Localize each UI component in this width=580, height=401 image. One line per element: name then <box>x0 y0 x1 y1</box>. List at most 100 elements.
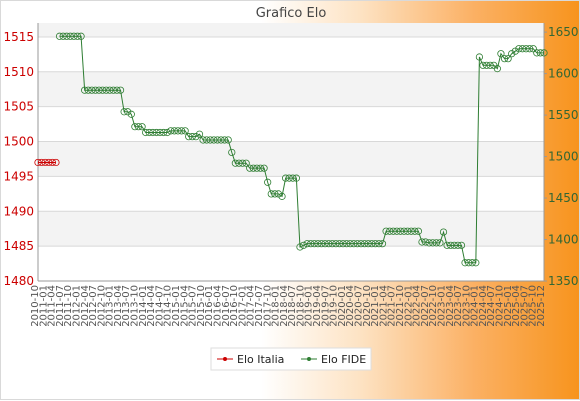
data-point[interactable] <box>515 45 523 53</box>
data-point[interactable] <box>95 86 103 94</box>
data-point[interactable] <box>475 53 484 61</box>
data-point[interactable] <box>48 158 56 167</box>
data-point[interactable] <box>407 227 415 235</box>
data-point[interactable] <box>278 192 286 200</box>
data-point[interactable] <box>235 159 243 167</box>
data-point[interactable] <box>353 240 361 248</box>
data-point[interactable] <box>540 49 548 57</box>
data-point[interactable] <box>221 136 229 144</box>
data-point[interactable] <box>461 259 469 267</box>
data-point[interactable] <box>63 32 71 40</box>
data-point[interactable] <box>106 86 114 94</box>
data-point[interactable] <box>497 50 505 58</box>
data-point[interactable] <box>339 240 347 248</box>
data-point[interactable] <box>163 128 171 137</box>
legend-item-elo-fide[interactable]: Elo FIDE <box>301 353 366 366</box>
data-point[interactable] <box>465 259 473 267</box>
data-point[interactable] <box>479 61 487 69</box>
data-point[interactable] <box>70 32 78 40</box>
data-point[interactable] <box>375 240 383 248</box>
data-point[interactable] <box>256 164 265 172</box>
data-point[interactable] <box>400 227 408 235</box>
data-point[interactable] <box>238 159 247 167</box>
data-point[interactable] <box>504 55 512 63</box>
data-point[interactable] <box>482 61 491 69</box>
data-point[interactable] <box>421 238 430 246</box>
data-point[interactable] <box>66 32 74 40</box>
data-point[interactable] <box>468 259 476 267</box>
data-point[interactable] <box>174 127 182 135</box>
data-point[interactable] <box>328 240 336 248</box>
data-point[interactable] <box>386 227 394 235</box>
data-point[interactable] <box>116 86 125 94</box>
data-point[interactable] <box>511 47 519 55</box>
data-point[interactable] <box>120 108 128 116</box>
data-point[interactable] <box>199 136 207 144</box>
data-point[interactable] <box>404 227 412 235</box>
data-point[interactable] <box>486 61 494 69</box>
data-point[interactable] <box>418 238 426 246</box>
data-point[interactable] <box>253 164 261 172</box>
data-point[interactable] <box>493 65 501 73</box>
data-point[interactable] <box>378 240 387 248</box>
data-point[interactable] <box>41 158 49 167</box>
data-point[interactable] <box>429 239 437 247</box>
data-point[interactable] <box>310 240 318 248</box>
data-point[interactable] <box>203 136 211 144</box>
data-point[interactable] <box>45 158 53 167</box>
data-point[interactable] <box>526 45 534 53</box>
data-point[interactable] <box>52 158 60 167</box>
data-point[interactable] <box>508 50 516 58</box>
data-point[interactable] <box>91 86 100 94</box>
data-point[interactable] <box>98 86 107 94</box>
data-point[interactable] <box>249 164 257 172</box>
data-point[interactable] <box>84 86 92 94</box>
data-point[interactable] <box>314 240 322 248</box>
data-point[interactable] <box>518 45 527 53</box>
data-point[interactable] <box>396 227 405 235</box>
data-point[interactable] <box>188 133 196 141</box>
data-point[interactable] <box>185 133 193 141</box>
data-point[interactable] <box>59 32 67 40</box>
data-point[interactable] <box>145 128 153 137</box>
data-point[interactable] <box>81 86 89 94</box>
legend-item-elo-italia[interactable]: Elo Italia <box>217 353 284 366</box>
data-point[interactable] <box>364 240 372 248</box>
data-point[interactable] <box>350 240 358 248</box>
data-point[interactable] <box>102 86 110 94</box>
data-point[interactable] <box>529 45 537 53</box>
data-point[interactable] <box>228 148 236 157</box>
data-point[interactable] <box>382 227 390 235</box>
data-point[interactable] <box>325 240 333 248</box>
data-point[interactable] <box>443 241 451 249</box>
data-point[interactable] <box>285 174 293 182</box>
data-point[interactable] <box>296 243 304 251</box>
data-point[interactable] <box>224 136 232 144</box>
data-point[interactable] <box>37 158 46 167</box>
data-point[interactable] <box>213 136 222 144</box>
data-point[interactable] <box>439 228 448 236</box>
data-point[interactable] <box>332 240 340 248</box>
data-point[interactable] <box>533 49 541 57</box>
data-point[interactable] <box>264 178 272 186</box>
data-point[interactable] <box>303 240 311 248</box>
data-point[interactable] <box>536 49 545 57</box>
data-point[interactable] <box>138 123 146 131</box>
data-point[interactable] <box>152 128 161 137</box>
data-point[interactable] <box>127 110 135 118</box>
data-point[interactable] <box>321 240 329 248</box>
data-point[interactable] <box>317 240 326 248</box>
data-point[interactable] <box>346 240 354 248</box>
data-point[interactable] <box>195 130 204 138</box>
data-point[interactable] <box>156 128 164 137</box>
data-point[interactable] <box>217 136 225 144</box>
data-point[interactable] <box>170 127 178 135</box>
data-point[interactable] <box>414 227 422 235</box>
data-point[interactable] <box>271 190 279 198</box>
data-point[interactable] <box>181 127 189 135</box>
data-point[interactable] <box>34 158 42 167</box>
data-point[interactable] <box>134 123 143 131</box>
data-point[interactable] <box>522 45 530 53</box>
data-point[interactable] <box>274 190 283 198</box>
data-point[interactable] <box>167 127 175 135</box>
